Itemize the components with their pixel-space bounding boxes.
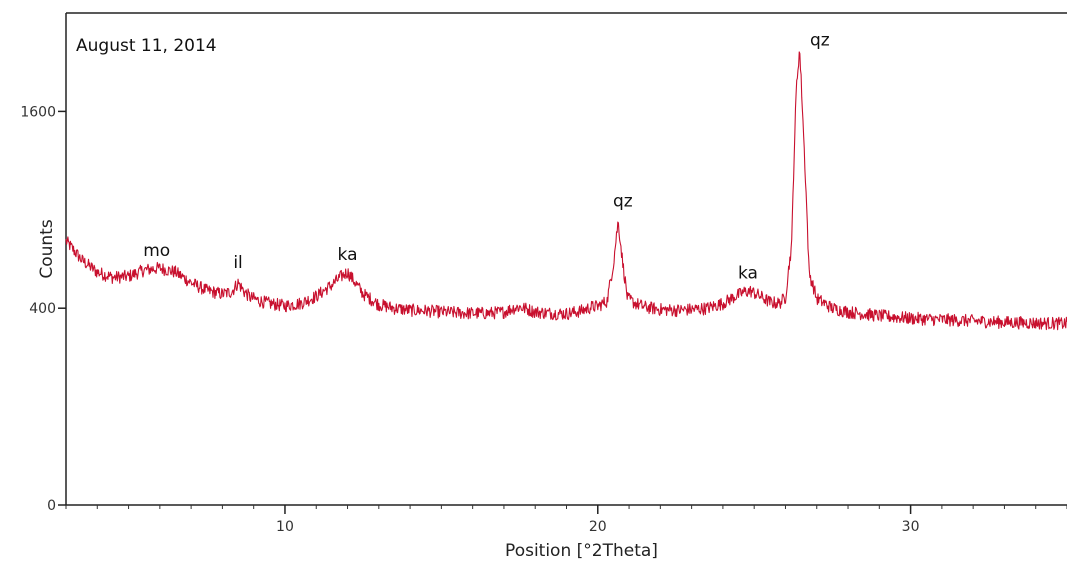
x-ticks: 10 20 30 bbox=[276, 505, 920, 535]
x-tick-label: 30 bbox=[902, 519, 920, 535]
x-minor-ticks bbox=[65, 505, 1067, 509]
peak-label: ka bbox=[338, 245, 358, 265]
x-tick-label: 20 bbox=[589, 519, 607, 535]
date-label: August 11, 2014 bbox=[76, 36, 217, 56]
peak-label: il bbox=[233, 253, 242, 273]
y-tick-label: 0 bbox=[47, 498, 56, 514]
y-axis-label: Counts bbox=[37, 219, 57, 278]
plot-frame bbox=[65, 12, 1067, 506]
x-axis-label: Position [°2Theta] bbox=[505, 541, 658, 561]
peak-label: qz bbox=[810, 31, 830, 51]
y-ticks: 0 400 1600 bbox=[20, 104, 66, 514]
x-tick-label: 10 bbox=[276, 519, 294, 535]
peak-label: mo bbox=[143, 241, 170, 261]
peak-annotations: mo il ka qz ka qz bbox=[143, 31, 830, 284]
y-tick-label: 1600 bbox=[20, 104, 56, 120]
y-tick-label: 400 bbox=[29, 301, 56, 317]
peak-label: ka bbox=[738, 263, 758, 283]
series-line bbox=[65, 51, 1067, 331]
peak-label: qz bbox=[613, 192, 633, 212]
series-group bbox=[65, 51, 1067, 331]
